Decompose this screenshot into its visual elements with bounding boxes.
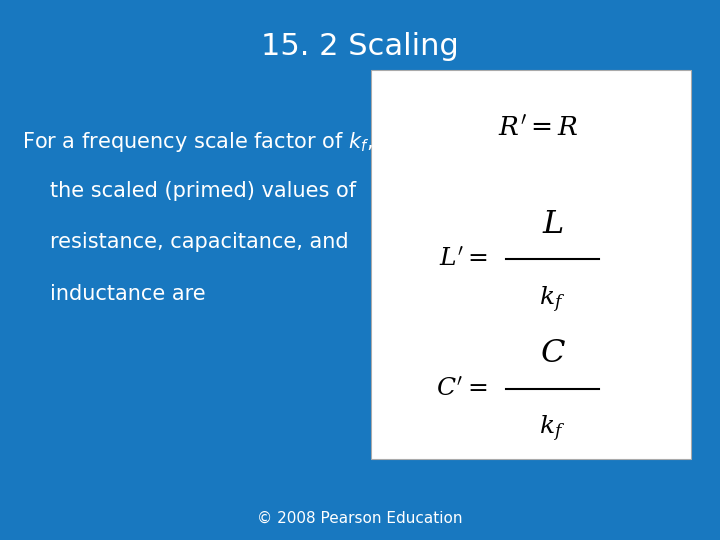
Text: inductance are: inductance are (50, 284, 206, 303)
Text: 15. 2 Scaling: 15. 2 Scaling (261, 32, 459, 62)
Text: $k_f$: $k_f$ (539, 414, 566, 444)
Text: $L$: $L$ (541, 208, 564, 240)
Text: © 2008 Pearson Education: © 2008 Pearson Education (257, 511, 463, 526)
Text: $k_f$: $k_f$ (539, 285, 566, 315)
Text: $C' =$: $C' =$ (436, 377, 488, 401)
Text: $C$: $C$ (540, 338, 565, 369)
Text: $L' =$: $L' =$ (438, 247, 488, 271)
FancyBboxPatch shape (371, 70, 691, 459)
Text: For a frequency scale factor of $k_f$,: For a frequency scale factor of $k_f$, (22, 130, 372, 153)
Text: resistance, capacitance, and: resistance, capacitance, and (50, 232, 349, 252)
Text: the scaled (primed) values of: the scaled (primed) values of (50, 181, 356, 201)
Text: $R' = R$: $R' = R$ (498, 117, 579, 143)
